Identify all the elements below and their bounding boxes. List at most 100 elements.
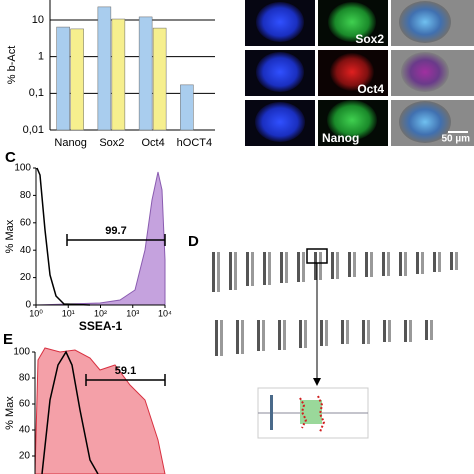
y-tick-label: 20 <box>19 451 31 462</box>
bar <box>70 28 84 131</box>
chromosome <box>241 320 244 354</box>
chromosome <box>234 252 237 290</box>
chromosome <box>251 252 254 286</box>
chromosome <box>425 320 428 340</box>
panel-label: E <box>3 331 13 348</box>
cell <box>255 102 305 142</box>
x-tick-label: 10¹ <box>62 308 75 318</box>
zoom-chromosome <box>270 395 273 430</box>
chromosome <box>280 252 283 283</box>
chromosome <box>263 252 266 285</box>
scale-bar-label: 50 µm <box>441 134 470 145</box>
chromosome <box>304 320 307 348</box>
x-tick-label: hOCT4 <box>177 137 212 149</box>
chromosome <box>220 320 223 356</box>
cell <box>330 53 374 91</box>
y-tick-label: 100 <box>13 347 30 358</box>
chromosome <box>416 252 419 274</box>
chromosome <box>314 252 317 280</box>
chromosome <box>383 320 386 342</box>
chromosome <box>421 252 424 274</box>
y-tick-label: 0 <box>25 300 31 311</box>
chromosome <box>388 320 391 342</box>
y-tick-label: 100 <box>14 163 31 174</box>
x-tick-label: 10² <box>94 308 107 318</box>
gate-label: 59.1 <box>115 365 136 377</box>
chromosome <box>285 252 288 283</box>
chromosome <box>297 252 300 282</box>
y-tick-label: 10 <box>32 14 44 26</box>
chromosome <box>319 252 322 280</box>
bar <box>138 16 153 131</box>
panel-label: D <box>188 233 199 250</box>
y-tick-label: 40 <box>20 245 32 256</box>
chromosome <box>341 320 344 344</box>
cell <box>256 52 304 92</box>
x-tick-label: 10⁰ <box>29 308 43 318</box>
y-axis-label: % Max <box>4 219 16 253</box>
chromosome <box>336 252 339 279</box>
chromosome <box>367 320 370 344</box>
image-grid: Sox2 Oct4 Nanog 50 µm <box>245 0 474 146</box>
chromosome <box>217 252 220 292</box>
cell <box>328 2 376 42</box>
chromosome <box>365 252 368 277</box>
x-tick-label: Oct4 <box>142 137 165 149</box>
chromosome <box>299 320 302 348</box>
y-tick-label: 60 <box>19 399 31 410</box>
y-tick-label: 60 <box>20 217 32 228</box>
chromosome <box>246 252 249 286</box>
cell <box>401 52 449 92</box>
image-label: Oct4 <box>357 82 384 96</box>
chromosome <box>320 320 323 346</box>
chromosome <box>438 252 441 272</box>
chromosome <box>450 252 453 270</box>
chromosome <box>212 252 215 292</box>
cell <box>256 2 304 42</box>
chromosome <box>346 320 349 344</box>
image-label: Nanog <box>322 131 359 145</box>
y-tick-label: 0,1 <box>29 87 44 99</box>
zoom-region <box>300 400 322 424</box>
y-tick-label: 40 <box>19 425 31 436</box>
arrow-head <box>313 378 321 386</box>
x-tick-label: Nanog <box>54 137 86 149</box>
chromosome <box>370 252 373 277</box>
chromosome <box>399 252 402 276</box>
chromosome <box>229 252 232 290</box>
chromosome <box>236 320 239 354</box>
chromosome <box>404 320 407 342</box>
cell <box>399 101 451 143</box>
y-tick-label: 80 <box>20 190 32 201</box>
chromosome <box>430 320 433 340</box>
bar <box>152 27 167 131</box>
panel-label: C <box>5 149 16 166</box>
cell <box>327 100 377 140</box>
chromosome <box>278 320 281 350</box>
bar <box>180 84 194 131</box>
chromosome <box>283 320 286 350</box>
chromosome <box>382 252 385 276</box>
y-tick-label: 1 <box>38 51 44 63</box>
chromosome <box>325 320 328 346</box>
y-tick-label: 0,01 <box>23 124 44 136</box>
y-axis-label: % b-Act <box>6 46 18 85</box>
x-tick-label: Sox2 <box>99 137 124 149</box>
chromosome <box>404 252 407 276</box>
chromosome <box>362 320 365 344</box>
histogram <box>34 347 166 474</box>
chromosome <box>409 320 412 342</box>
gate-label: 99.7 <box>105 225 126 237</box>
chromosome <box>387 252 390 276</box>
control-histogram <box>41 350 99 474</box>
chromosome <box>262 320 265 351</box>
control-histogram <box>36 167 91 306</box>
y-axis-label: % Max <box>4 396 16 430</box>
zoom-signal <box>299 395 326 433</box>
chromosome <box>268 252 271 285</box>
chromosome <box>302 252 305 282</box>
bar <box>111 18 126 131</box>
y-tick-label: 80 <box>19 373 31 384</box>
chromosome <box>331 252 334 279</box>
x-tick-label: 10³ <box>126 308 139 318</box>
